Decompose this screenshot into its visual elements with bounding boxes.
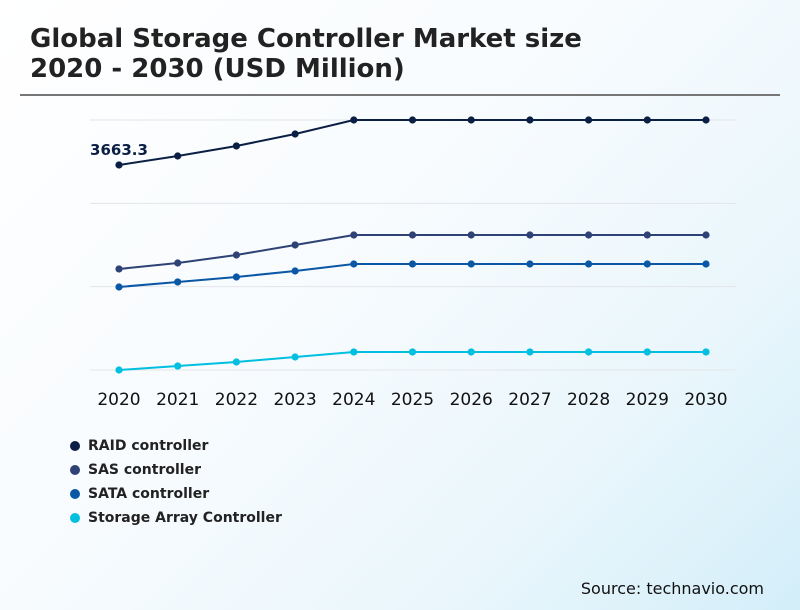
- data-point: [408, 260, 417, 268]
- x-tick-label: 2024: [332, 390, 375, 410]
- data-point: [115, 161, 123, 169]
- data-point: [643, 116, 651, 124]
- data-point: [585, 116, 593, 124]
- x-tick-label: 2028: [567, 390, 610, 410]
- legend-marker-icon: [70, 441, 80, 451]
- data-point: [350, 116, 358, 124]
- data-point: [467, 260, 475, 268]
- series-line-0: [118, 119, 706, 166]
- data-point: [526, 348, 534, 356]
- source-label: Source: technavio.com: [580, 579, 764, 598]
- data-point: [232, 251, 240, 259]
- data-point: [115, 283, 123, 291]
- data-point: [291, 130, 299, 138]
- x-tick-label: 2023: [273, 390, 316, 410]
- data-point: [408, 116, 417, 124]
- data-point: [643, 348, 651, 356]
- data-point: [467, 116, 475, 124]
- legend-label: SAS controller: [88, 462, 201, 478]
- data-point: [585, 348, 593, 356]
- x-tick-label: 2025: [391, 390, 434, 410]
- x-tick-label: 2027: [508, 390, 551, 410]
- data-point: [174, 278, 182, 286]
- data-point: [702, 348, 710, 356]
- data-point: [467, 348, 475, 356]
- legend-label: SATA controller: [88, 486, 210, 502]
- chart-title: Global Storage Controller Market size 20…: [30, 24, 582, 84]
- x-tick-label: 2021: [156, 390, 199, 410]
- legend: RAID controller SAS controller SATA contro…: [70, 434, 282, 530]
- data-point: [526, 231, 534, 239]
- legend-item: SAS controller: [70, 458, 282, 482]
- data-point: [291, 267, 299, 275]
- data-point: [702, 260, 710, 268]
- data-point: [174, 362, 182, 370]
- data-point: [585, 231, 593, 239]
- data-point: [643, 260, 651, 268]
- data-point: [232, 358, 240, 366]
- legend-label: Storage Array Controller: [88, 510, 282, 526]
- data-point: [585, 260, 593, 268]
- x-tick-label: 2022: [215, 390, 258, 410]
- data-point: [291, 241, 299, 249]
- legend-marker-icon: [70, 465, 80, 475]
- data-point: [291, 353, 299, 361]
- data-label: 3663.3: [90, 141, 148, 159]
- data-point: [115, 265, 123, 273]
- title-line-1: Global Storage Controller Market size: [30, 24, 582, 54]
- data-point: [467, 231, 475, 239]
- data-point: [115, 366, 123, 374]
- x-tick-label: 2026: [450, 390, 493, 410]
- data-point: [702, 116, 710, 124]
- x-tick-label: 2020: [97, 390, 140, 410]
- data-point: [526, 116, 534, 124]
- x-tick-label: 2029: [626, 390, 669, 410]
- x-tick-label: 2030: [684, 390, 727, 410]
- title-line-2: 2020 - 2030 (USD Million): [30, 54, 405, 84]
- data-point: [350, 260, 358, 268]
- data-point: [232, 142, 240, 150]
- data-point: [174, 152, 182, 160]
- data-point: [174, 259, 182, 267]
- legend-item: RAID controller: [70, 434, 282, 458]
- legend-marker-icon: [70, 489, 80, 499]
- data-point: [526, 260, 534, 268]
- data-point: [350, 231, 358, 239]
- data-point: [702, 231, 710, 239]
- data-point: [232, 273, 240, 281]
- legend-item: Storage Array Controller: [70, 506, 282, 530]
- legend-item: SATA controller: [70, 482, 282, 506]
- legend-marker-icon: [70, 513, 80, 523]
- data-point: [643, 231, 651, 239]
- legend-label: RAID controller: [88, 438, 209, 454]
- data-point: [408, 231, 417, 239]
- data-point: [408, 348, 417, 356]
- data-point: [350, 348, 358, 356]
- title-divider: [20, 94, 780, 96]
